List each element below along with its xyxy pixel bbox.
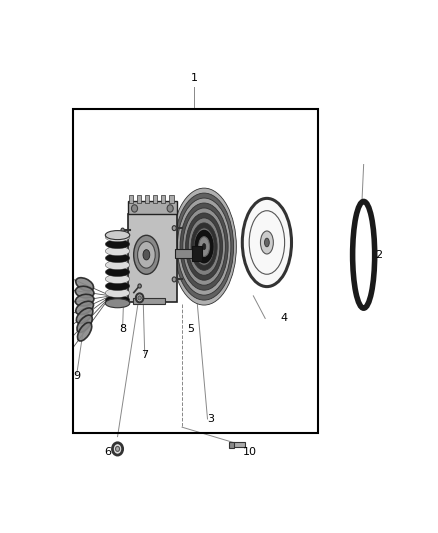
Bar <box>128 214 177 302</box>
Ellipse shape <box>134 235 159 274</box>
Bar <box>129 195 133 203</box>
Text: 5: 5 <box>187 324 194 334</box>
Ellipse shape <box>77 315 92 333</box>
Bar <box>233 442 245 447</box>
Ellipse shape <box>143 249 150 260</box>
Bar <box>128 201 177 214</box>
Text: 4: 4 <box>280 313 287 324</box>
Text: 1: 1 <box>191 74 198 83</box>
Ellipse shape <box>242 198 292 287</box>
Bar <box>145 195 149 203</box>
Ellipse shape <box>76 278 94 291</box>
Ellipse shape <box>113 443 123 455</box>
Ellipse shape <box>199 237 209 256</box>
Ellipse shape <box>186 213 223 280</box>
Ellipse shape <box>105 254 130 263</box>
Ellipse shape <box>180 203 228 290</box>
Ellipse shape <box>76 301 93 314</box>
Ellipse shape <box>188 218 220 275</box>
Ellipse shape <box>76 308 93 324</box>
Text: 8: 8 <box>119 324 126 334</box>
Ellipse shape <box>197 233 212 260</box>
Circle shape <box>121 228 124 232</box>
Circle shape <box>138 284 141 288</box>
Ellipse shape <box>261 231 273 254</box>
Circle shape <box>172 225 176 231</box>
Bar <box>137 195 141 203</box>
Text: 7: 7 <box>141 350 148 360</box>
Ellipse shape <box>105 240 130 248</box>
Ellipse shape <box>105 247 130 256</box>
Ellipse shape <box>175 193 233 300</box>
Ellipse shape <box>105 298 130 308</box>
Ellipse shape <box>136 293 143 302</box>
Ellipse shape <box>105 232 130 241</box>
Ellipse shape <box>172 188 237 305</box>
Ellipse shape <box>105 231 130 240</box>
Text: 6: 6 <box>104 447 111 457</box>
Circle shape <box>131 205 138 212</box>
Ellipse shape <box>75 294 94 306</box>
Ellipse shape <box>105 281 130 290</box>
Text: 10: 10 <box>243 447 257 457</box>
Circle shape <box>172 277 176 282</box>
Text: 9: 9 <box>73 371 81 381</box>
Ellipse shape <box>138 296 141 300</box>
Text: 2: 2 <box>375 250 382 260</box>
Bar <box>161 195 166 203</box>
Ellipse shape <box>249 211 285 274</box>
Bar <box>153 195 157 203</box>
Ellipse shape <box>177 198 231 295</box>
Ellipse shape <box>105 295 130 304</box>
Ellipse shape <box>191 223 217 270</box>
Circle shape <box>167 205 173 212</box>
Ellipse shape <box>194 228 215 265</box>
Ellipse shape <box>116 447 120 451</box>
Ellipse shape <box>78 322 92 341</box>
Ellipse shape <box>265 238 269 247</box>
Bar <box>229 441 233 448</box>
Bar <box>175 249 195 257</box>
Bar <box>192 246 202 261</box>
Ellipse shape <box>138 241 155 268</box>
Text: 3: 3 <box>208 414 214 424</box>
Ellipse shape <box>105 288 130 297</box>
Ellipse shape <box>105 261 130 270</box>
Bar <box>74 109 318 433</box>
Ellipse shape <box>202 244 206 249</box>
Ellipse shape <box>105 274 130 284</box>
Ellipse shape <box>195 231 213 263</box>
Ellipse shape <box>105 268 130 277</box>
Ellipse shape <box>75 286 94 298</box>
Bar <box>170 195 173 203</box>
Ellipse shape <box>183 208 226 285</box>
Bar <box>133 298 165 304</box>
